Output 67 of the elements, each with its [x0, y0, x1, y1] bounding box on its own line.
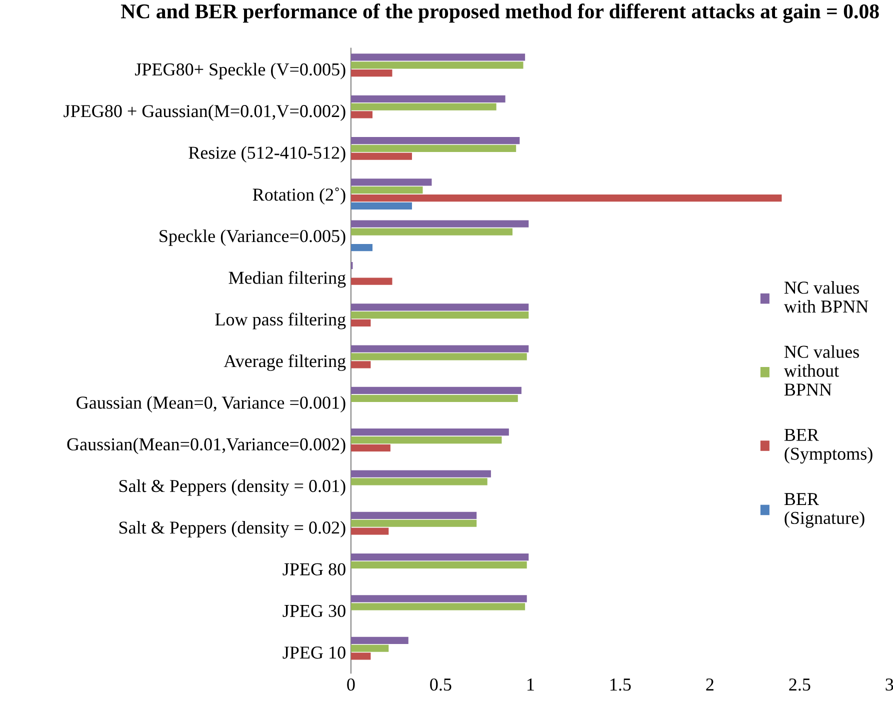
- bar: [350, 186, 423, 194]
- bar: [350, 520, 477, 527]
- bar: [350, 595, 527, 602]
- bar: [350, 319, 371, 327]
- bar: [350, 103, 496, 110]
- bar: [350, 345, 529, 352]
- bar: [350, 603, 526, 610]
- legend-label: NC values without BPNN: [784, 345, 859, 396]
- y-tick-label: Rotation (2˚): [252, 188, 346, 204]
- y-tick-label: JPEG 10: [282, 646, 346, 659]
- bar: [350, 554, 529, 561]
- y-tick-label: JPEG 30: [282, 604, 346, 618]
- chart-title: NC and BER performance of the proposed method for different attacks at gain = 0.08: [120, 4, 879, 23]
- bar: [350, 312, 529, 319]
- bar: [350, 228, 512, 236]
- bar: [350, 220, 529, 228]
- y-tick-label: Low pass filtering: [215, 312, 346, 330]
- bar: [350, 70, 392, 77]
- x-tick-label: 0: [347, 678, 355, 691]
- x-tick-label: 3: [886, 678, 893, 691]
- bar: [350, 95, 506, 102]
- y-tick-label: Gaussian(Mean=0.01,Variance=0.002): [67, 438, 346, 454]
- bar: [350, 470, 491, 478]
- bar: [350, 512, 477, 519]
- bar: [350, 62, 524, 69]
- bar: [350, 152, 412, 160]
- bar: [350, 386, 522, 394]
- bar: [350, 353, 527, 360]
- bar: [350, 436, 502, 444]
- bar: [350, 428, 509, 436]
- bar: [350, 644, 389, 652]
- y-tick-label: Salt & Peppers (density = 0.02): [119, 521, 346, 538]
- bar: [350, 528, 389, 535]
- bar: [350, 136, 520, 144]
- y-tick-label: JPEG80+ Speckle (V=0.005): [135, 62, 346, 80]
- bar: [350, 394, 518, 402]
- y-tick-label: JPEG80 + Gaussian(M=0.01,V=0.002): [64, 104, 346, 121]
- y-tick-label: Median filtering: [228, 271, 346, 288]
- bar: [350, 54, 526, 61]
- bar: [350, 361, 371, 368]
- x-tick-label: 0.5: [430, 678, 452, 691]
- bar: [350, 636, 408, 644]
- bar: [350, 111, 372, 118]
- y-tick-label: Resize (512-410-512): [188, 146, 346, 163]
- legend-label: BER (Symptoms): [784, 428, 872, 464]
- y-tick-label: Gaussian (Mean=0, Variance =0.001): [76, 396, 346, 412]
- bar: [350, 144, 516, 152]
- bar: [350, 478, 488, 486]
- bar: [350, 194, 782, 202]
- bar: [350, 244, 372, 252]
- x-tick-label: 1.5: [610, 678, 631, 691]
- legend-label: BER (Signature): [784, 493, 864, 528]
- bar: [350, 652, 371, 660]
- bar: [350, 178, 432, 186]
- x-tick-label: 2.5: [789, 678, 810, 691]
- x-tick-label: 1: [528, 678, 534, 690]
- y-tick-label: Average filtering: [224, 354, 346, 371]
- x-tick-label: 2: [706, 678, 714, 690]
- bar: [350, 202, 412, 210]
- y-tick-label: JPEG 80: [282, 563, 346, 576]
- bar: [350, 444, 390, 452]
- bar: [350, 561, 527, 569]
- y-tick-label: Speckle (Variance=0.005): [160, 229, 346, 246]
- legend-label: NC values with BPNN: [784, 281, 868, 313]
- bar: [350, 304, 529, 311]
- bar: [350, 278, 392, 285]
- y-tick-label: Salt & Peppers (density = 0.01): [119, 479, 346, 496]
